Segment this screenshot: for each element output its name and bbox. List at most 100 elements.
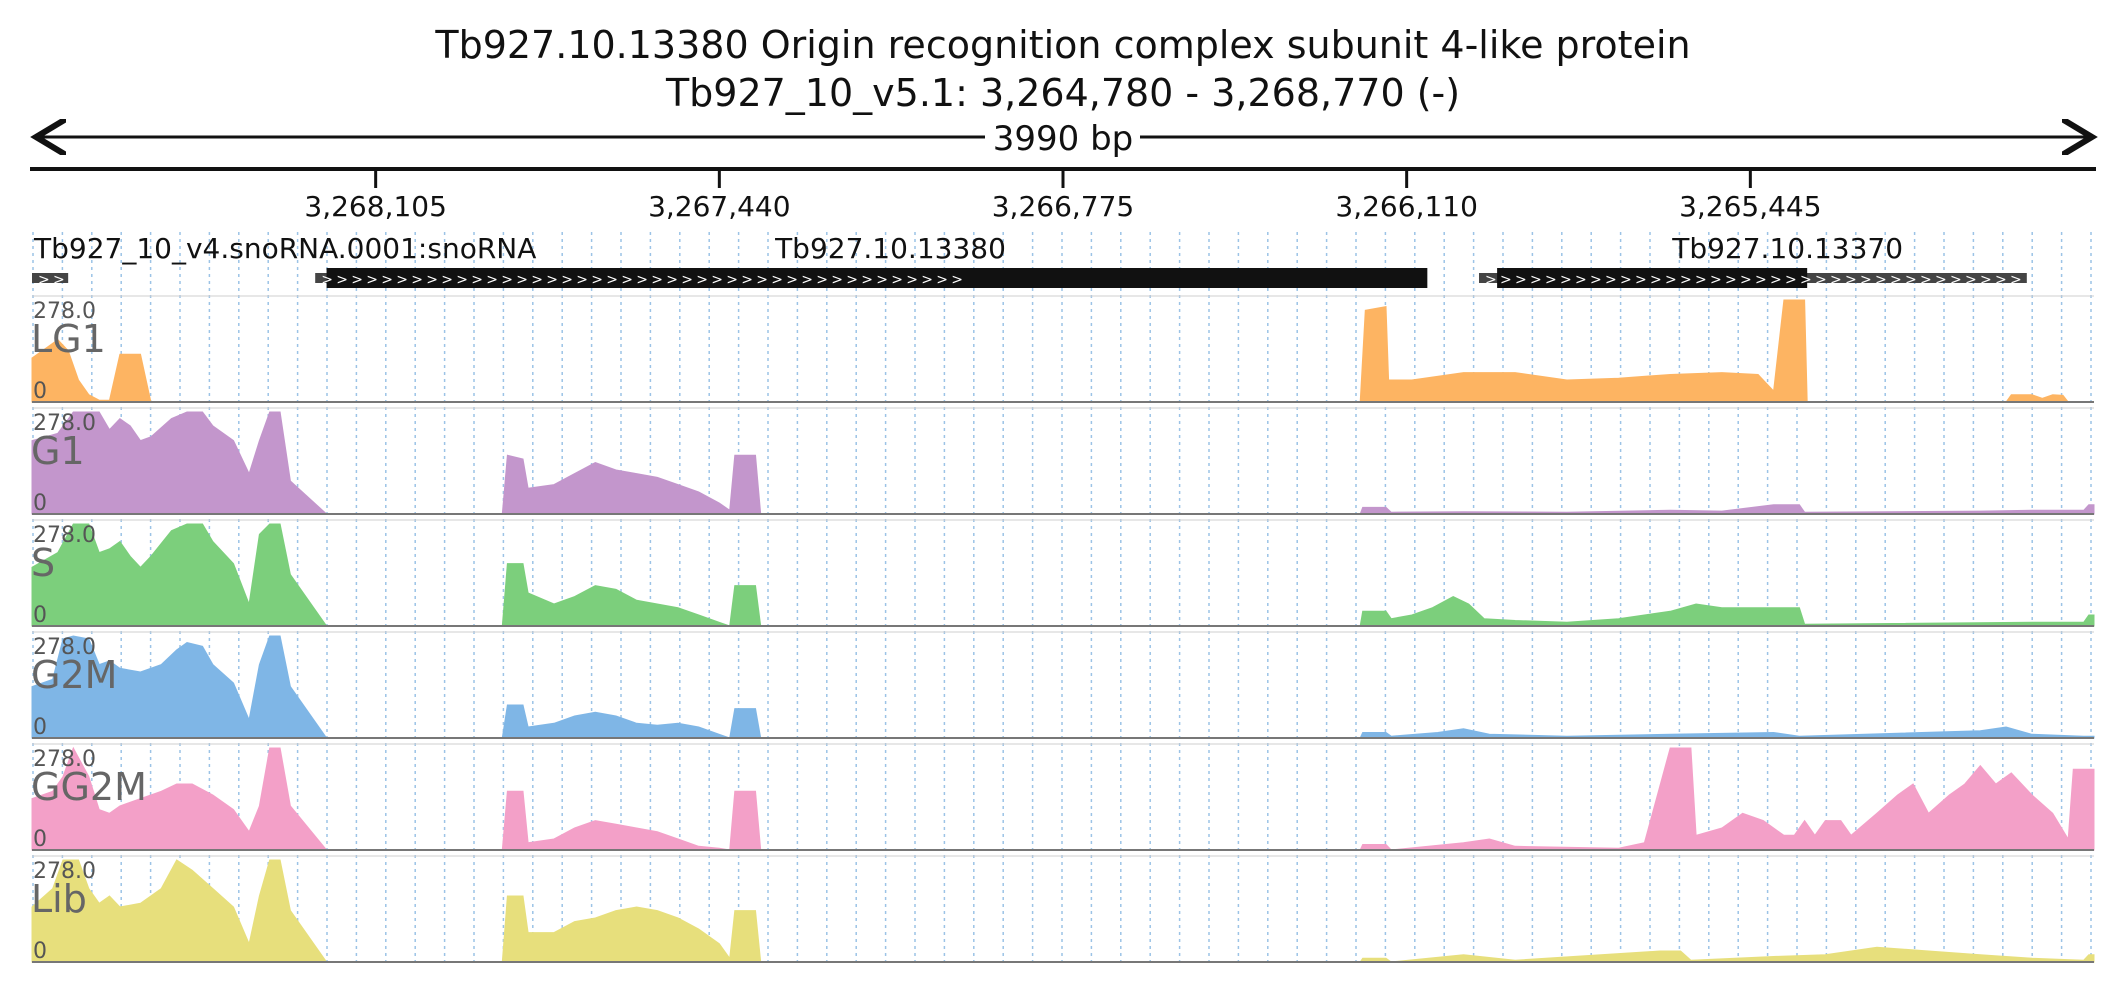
strand-chevron: >: [1995, 272, 2007, 288]
strand-chevron: >: [576, 272, 588, 288]
strand-chevron: >: [606, 272, 618, 288]
strand-chevron: >: [456, 272, 468, 288]
strand-chevron: >: [591, 272, 603, 288]
ruler-tick-label: 3,265,445: [1679, 190, 1822, 223]
span-length-label: 3990 bp: [993, 119, 1134, 159]
strand-chevron: >: [711, 272, 723, 288]
strand-chevron: >: [1500, 272, 1512, 288]
strand-chevron: >: [816, 272, 828, 288]
ruler-ticks: 3,268,105 3,267,440 3,266,775 3,266,110 3,26…: [304, 169, 1822, 223]
strand-chevron: >: [951, 272, 963, 288]
strand-chevron: >: [1860, 272, 1872, 288]
strand-chevron: >: [486, 272, 498, 288]
strand-chevron: >: [1590, 272, 1602, 288]
ruler-tick-label: 3,267,440: [648, 190, 791, 223]
gene-feature[interactable]: Tb927_10_v4.snoRNA.0001:snoRNA> >: [32, 232, 536, 288]
strand-chevron: >: [621, 272, 633, 288]
track-name: LG1: [31, 317, 106, 361]
strand-chevron: >: [546, 272, 558, 288]
strand-chevron: >: [1515, 272, 1527, 288]
strand-chevron: >: [1485, 272, 1497, 288]
strand-chevron: >: [1710, 272, 1722, 288]
ruler-tick-label: 3,266,775: [992, 190, 1135, 223]
strand-chevron: >: [53, 272, 65, 288]
strand-chevron: >: [351, 272, 363, 288]
strand-chevron: >: [861, 272, 873, 288]
strand-chevron: >: [936, 272, 948, 288]
cds-block: [1497, 268, 1808, 288]
strand-chevron: >: [1530, 272, 1542, 288]
coverage-tracks: 278.0LG10278.0G10278.0S0278.0G2M0278.0GG…: [31, 295, 2095, 964]
strand-chevron: >: [426, 272, 438, 288]
coverage-track-g1: 278.0G1 0: [31, 407, 2095, 516]
track-name: Lib: [31, 877, 87, 921]
strand-chevron: >: [411, 272, 423, 288]
utr-bar: [32, 273, 69, 283]
track-ymax-label: 278.0: [33, 635, 96, 660]
strand-chevron: >: [906, 272, 918, 288]
locus-label: Tb927_10_v5.1: 3,264,780 - 3,268,770 (-): [665, 71, 1460, 115]
strand-chevron: >: [2010, 272, 2022, 288]
strand-chevron: >: [1845, 272, 1857, 288]
strand-chevron: >: [531, 272, 543, 288]
strand-chevron: >: [1755, 272, 1767, 288]
strand-chevron: >: [891, 272, 903, 288]
strand-chevron: >: [1635, 272, 1647, 288]
strand-chevron: >: [756, 272, 768, 288]
track-ymax-label: 278.0: [33, 523, 96, 548]
strand-chevron: >: [696, 272, 708, 288]
strand-chevron: >: [1770, 272, 1782, 288]
strand-chevron: >: [1935, 272, 1947, 288]
strand-chevron: >: [1725, 272, 1737, 288]
strand-chevron: >: [1620, 272, 1632, 288]
strand-chevron: >: [1560, 272, 1572, 288]
strand-chevron: >: [741, 272, 753, 288]
strand-chevron: >: [336, 272, 348, 288]
coverage-area: [31, 411, 2095, 515]
track-ymin-label: 0: [33, 715, 47, 740]
strand-chevron: >: [1875, 272, 1887, 288]
strand-chevron: >: [1905, 272, 1917, 288]
track-ymin-label: 0: [33, 379, 47, 404]
strand-chevron: >: [1680, 272, 1692, 288]
strand-chevron: >: [1815, 272, 1827, 288]
strand-chevron: >: [846, 272, 858, 288]
coverage-track-s: 278.0S 0: [31, 519, 2095, 628]
strand-chevron: >: [1665, 272, 1677, 288]
gene-feature[interactable]: Tb927.10.13380> > > > > > > > > > > > > > > > > > > > > > > > > >…: [315, 232, 1428, 288]
plot-title: Tb927.10.13380 Origin recognition comple…: [434, 23, 1690, 67]
track-ymin-label: 0: [33, 603, 47, 628]
track-ymax-label: 278.0: [33, 411, 96, 436]
strand-chevron: >: [1890, 272, 1902, 288]
gene-annotation-track: Tb927_10_v4.snoRNA.0001:snoRNA> > Tb927.10…: [32, 232, 2027, 288]
span-indicator: 3990 bp: [36, 119, 2092, 159]
track-ymin-label: 0: [33, 939, 47, 964]
gene-feature[interactable]: Tb927.10.13370> > > > > > > > > > > > > > > > > > > > > > > > > >…: [1479, 232, 2027, 288]
cds-block: [326, 268, 1428, 288]
strand-chevron: >: [321, 272, 333, 288]
strand-chevron: >: [666, 272, 678, 288]
strand-chevron: >: [561, 272, 573, 288]
coverage-area: [31, 635, 2095, 739]
coverage-area: [31, 746, 2095, 851]
track-ymin-label: 0: [33, 827, 47, 852]
strand-chevron: >: [501, 272, 513, 288]
gene-label: Tb927.10.13380: [774, 232, 1006, 265]
strand-chevron: >: [1950, 272, 1962, 288]
strand-chevron: >: [366, 272, 378, 288]
strand-chevron: >: [396, 272, 408, 288]
ruler-tick-label: 3,268,105: [304, 190, 447, 223]
strand-chevron: >: [516, 272, 528, 288]
track-ymax-label: 278.0: [33, 299, 96, 324]
strand-chevron: >: [1980, 272, 1992, 288]
track-name: G1: [31, 429, 85, 473]
strand-chevron: >: [1740, 272, 1752, 288]
track-name: S: [31, 541, 55, 585]
coverage-area: [31, 523, 2095, 627]
strand-chevron: >: [831, 272, 843, 288]
track-ymax-label: 278.0: [33, 747, 96, 772]
